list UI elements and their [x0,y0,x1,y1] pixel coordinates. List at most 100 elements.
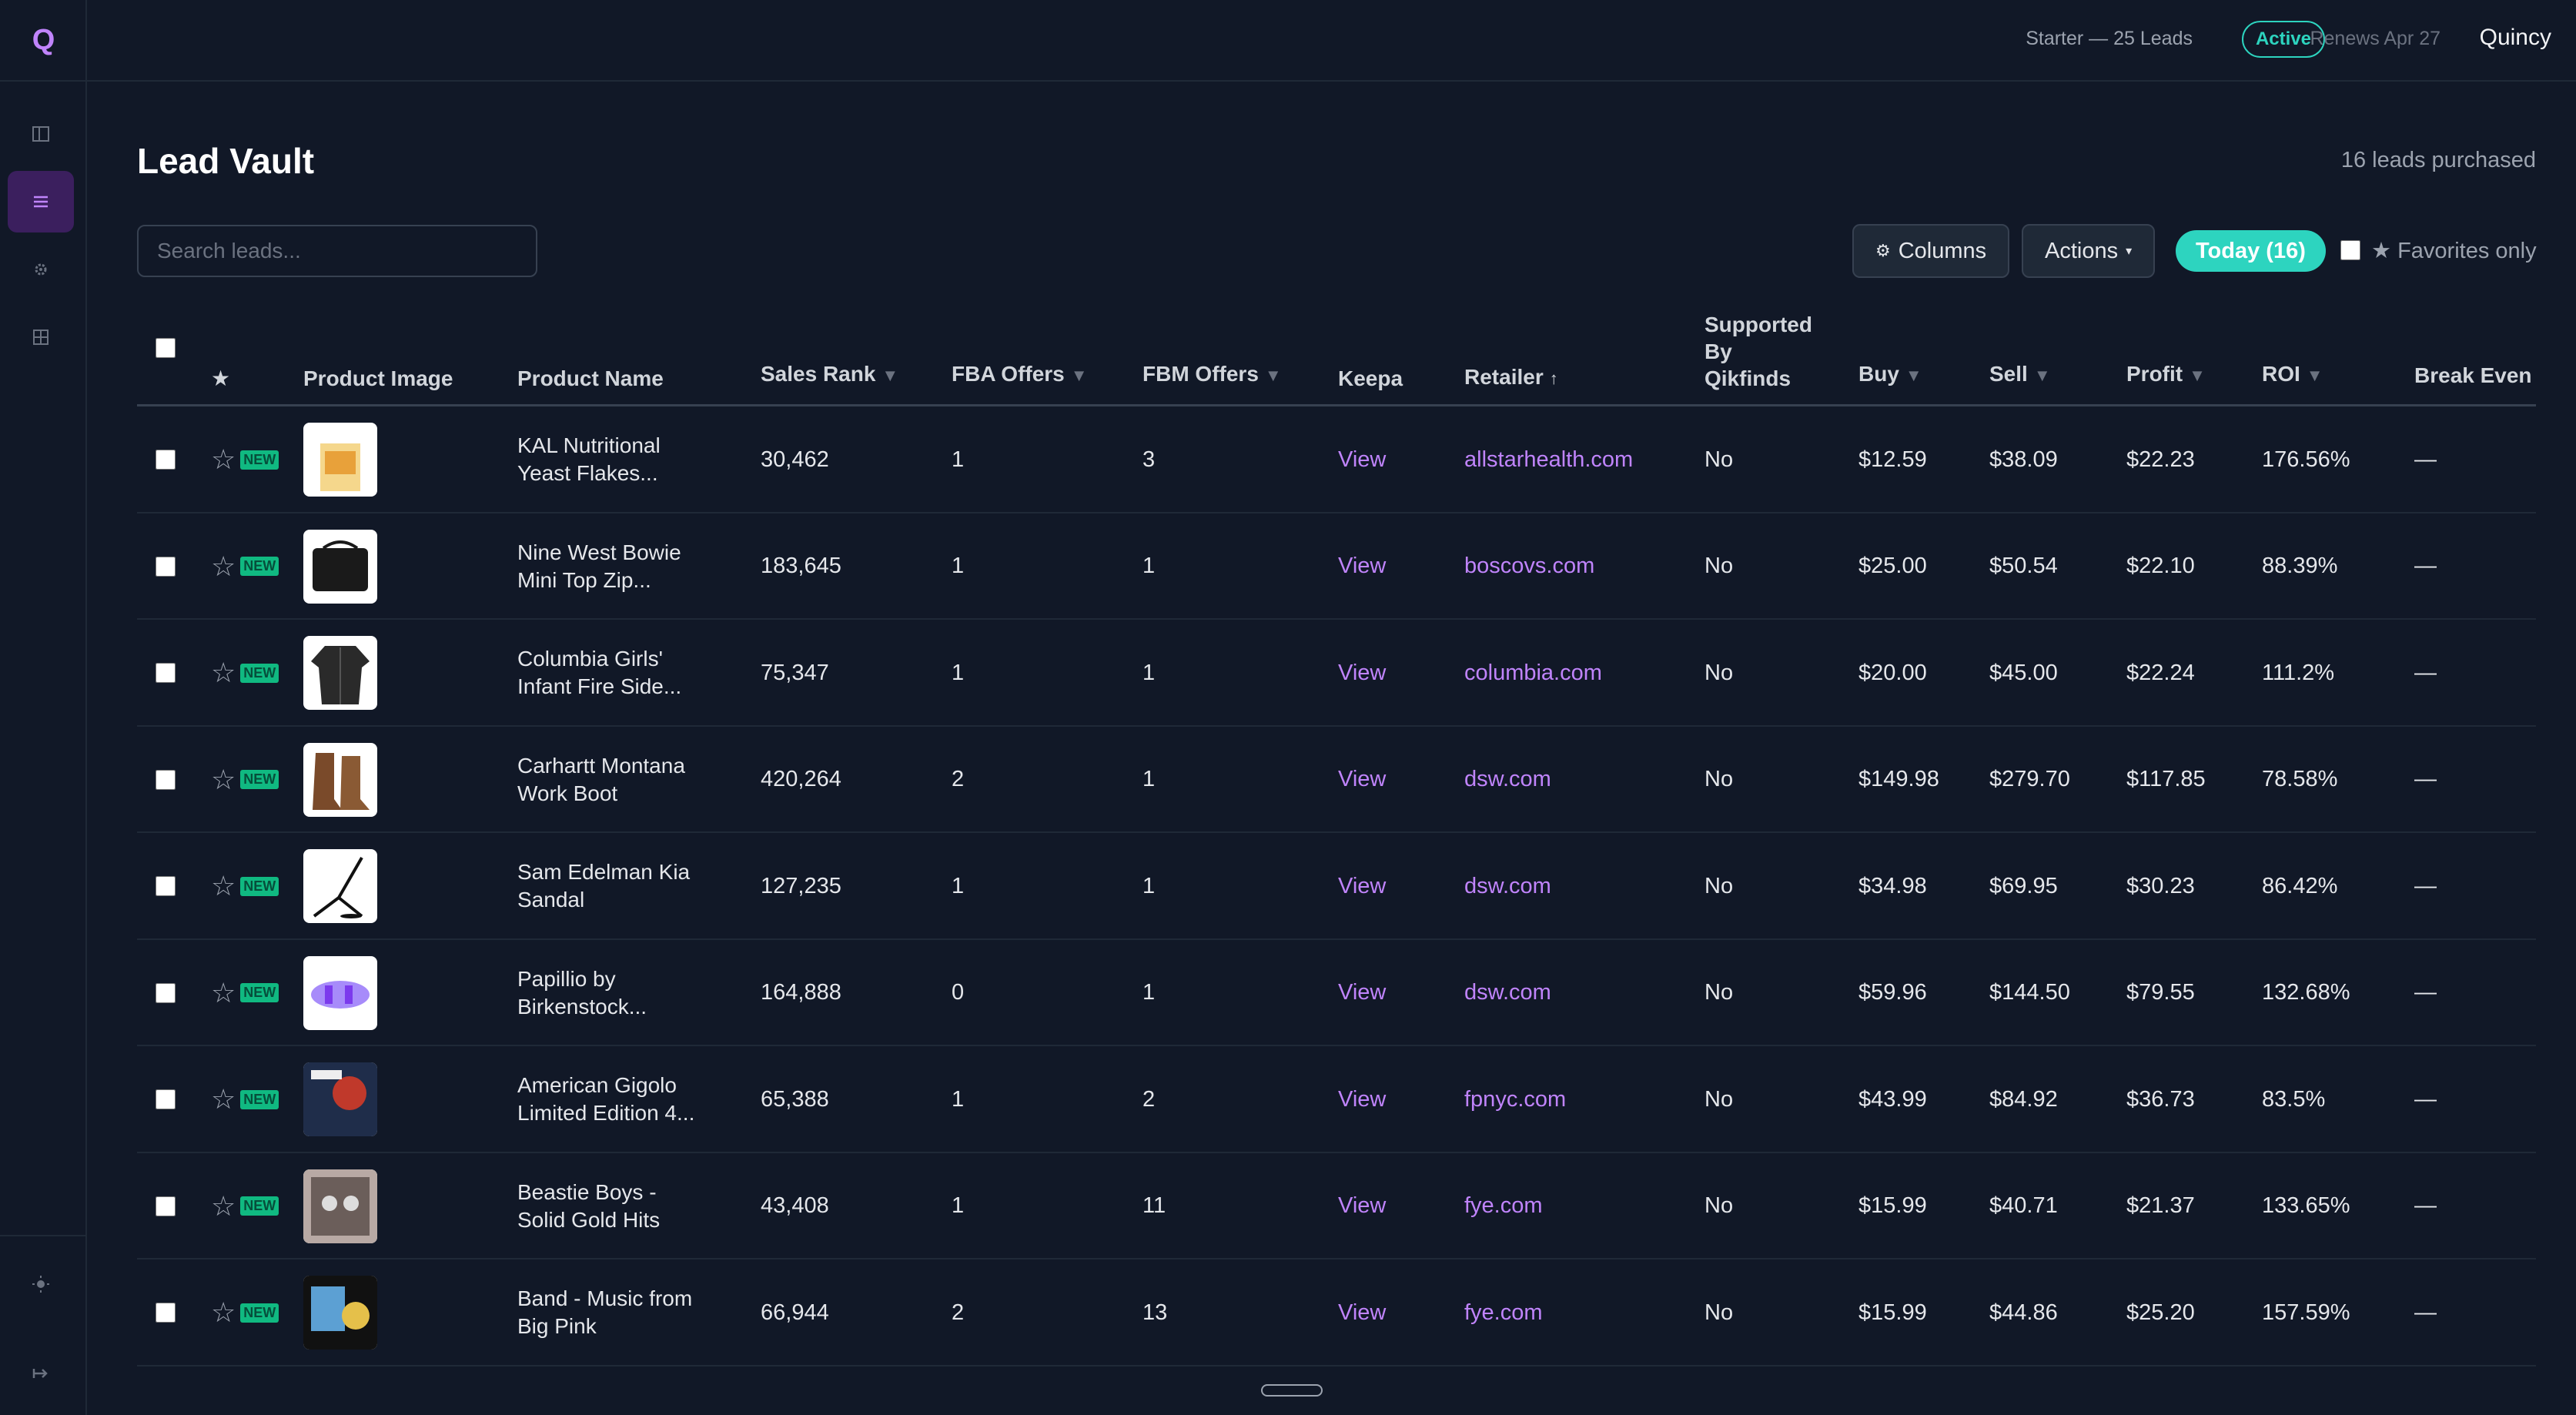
table-row[interactable]: ☆ NEW Papillio by Birkenstock... 164,888 0 1 Vi… [137,940,2536,1046]
product-thumbnail[interactable] [303,1169,377,1243]
retailer-link[interactable]: dsw.com [1464,873,1551,898]
table-row[interactable]: ☆ NEW KAL Nutritional Yeast Flakes... 30,462… [137,406,2536,513]
favorite-column-star-icon[interactable]: ★ [211,366,231,390]
today-filter-button[interactable]: Today (16) [2176,230,2326,272]
product-name-cell[interactable]: Carhartt Montana Work Boot [517,753,685,805]
star-outline-icon[interactable]: ☆ [211,976,236,1009]
grid-icon[interactable] [8,306,74,368]
table-row[interactable]: ☆ NEW American Gigolo Limited Edition 4... 6… [137,1046,2536,1153]
keepa-link[interactable]: View [1338,873,1387,898]
row-checkbox-cell[interactable] [156,833,176,939]
retailer-link[interactable]: fye.com [1464,1193,1543,1218]
col-profit[interactable]: Profit ▼ [2126,362,2206,386]
select-all-checkbox-cell[interactable] [156,337,176,364]
star-outline-icon[interactable]: ☆ [211,1296,236,1328]
user-menu[interactable]: Quincy [2479,25,2551,50]
table-row[interactable]: ☆ NEW Sam Edelman Kia Sandal 127,235 1 1 View ds… [137,833,2536,940]
keepa-link[interactable]: View [1338,1086,1387,1112]
table-row[interactable]: ☆ NEW Columbia Girls' Infant Fire Side... 75… [137,620,2536,727]
keepa-link[interactable]: View [1338,1193,1387,1218]
row-checkbox-cell[interactable] [156,1259,176,1366]
col-product-name[interactable]: Product Name [517,366,664,390]
product-name-cell[interactable]: Band - Music from Big Pink [517,1286,693,1338]
col-buy[interactable]: Buy ▼ [1858,362,1922,386]
row-checkbox[interactable] [156,1303,176,1323]
keepa-link[interactable]: View [1338,554,1387,578]
retailer-link[interactable]: boscovs.com [1464,554,1595,578]
keepa-link[interactable]: View [1338,767,1387,791]
retailer-link[interactable]: fye.com [1464,1300,1543,1325]
actions-button[interactable]: Actions ▾ [2022,224,2156,278]
col-roi[interactable]: ROI ▼ [2262,362,2323,386]
product-name-cell[interactable]: American Gigolo Limited Edition 4... [517,1073,695,1125]
row-checkbox-cell[interactable] [156,940,176,1046]
product-name-cell[interactable]: Sam Edelman Kia Sandal [517,860,691,912]
product-thumbnail[interactable] [303,636,377,710]
product-name-cell[interactable]: Beastie Boys - Solid Gold Hits [517,1179,661,1232]
gear-icon[interactable] [8,239,74,300]
row-checkbox[interactable] [156,450,176,470]
col-sales-rank[interactable]: Sales Rank ▼ [761,362,899,386]
retailer-link[interactable]: columbia.com [1464,660,1602,685]
star-outline-icon[interactable]: ☆ [211,550,236,582]
col-retailer[interactable]: Retailer ↑ [1464,365,1558,389]
resize-handle[interactable] [1261,1384,1323,1397]
product-thumbnail[interactable] [303,423,377,497]
row-checkbox[interactable] [156,1196,176,1216]
retailer-link[interactable]: fpnyc.com [1464,1086,1567,1112]
product-name-cell[interactable]: Papillio by Birkenstock... [517,966,647,1019]
row-checkbox[interactable] [156,769,176,790]
favorites-label[interactable]: ★ Favorites only [2371,239,2537,263]
panel-icon[interactable] [8,103,74,165]
product-thumbnail[interactable] [303,849,377,923]
row-checkbox[interactable] [156,663,176,683]
col-fbm-offers[interactable]: FBM Offers ▼ [1142,362,1282,386]
app-logo[interactable]: Q [0,0,87,82]
product-thumbnail[interactable] [303,1276,377,1350]
product-name-cell[interactable]: Columbia Girls' Infant Fire Side... [517,647,682,698]
table-row[interactable]: ☆ NEW Band - Music from Big Pink 66,944 2 13 Vi… [137,1259,2536,1366]
star-outline-icon[interactable]: ☆ [211,1083,236,1115]
keepa-link[interactable]: View [1338,980,1387,1005]
row-checkbox-cell[interactable] [156,406,176,513]
fbm-offers-cell: 1 [1142,554,1156,578]
row-checkbox[interactable] [156,876,176,896]
columns-button[interactable]: ⚙ Columns [1852,224,2010,278]
logout-icon[interactable] [8,1343,74,1404]
col-fba-offers[interactable]: FBA Offers ▼ [952,362,1088,386]
row-checkbox-cell[interactable] [156,1153,176,1259]
product-thumbnail[interactable] [303,955,377,1030]
retailer-link[interactable]: allstarhealth.com [1464,447,1634,472]
table-row[interactable]: ☆ NEW Beastie Boys - Solid Gold Hits 43,408 1… [137,1153,2536,1259]
row-checkbox-cell[interactable] [156,1046,176,1152]
product-thumbnail[interactable] [303,742,377,817]
row-checkbox[interactable] [156,982,176,1003]
star-outline-icon[interactable]: ☆ [211,443,236,475]
favorites-checkbox[interactable] [2340,240,2360,260]
product-thumbnail[interactable] [303,529,377,604]
list-icon[interactable] [8,171,74,232]
star-outline-icon[interactable]: ☆ [211,1189,236,1222]
row-checkbox[interactable] [156,556,176,577]
sun-icon[interactable] [8,1253,74,1315]
keepa-link[interactable]: View [1338,660,1387,685]
search-input[interactable] [137,225,537,277]
product-name-cell[interactable]: KAL Nutritional Yeast Flakes... [517,433,661,485]
table-row[interactable]: ☆ NEW Carhartt Montana Work Boot 420,264 2 1 Vi… [137,727,2536,833]
row-checkbox-cell[interactable] [156,727,176,833]
product-name-cell[interactable]: Nine West Bowie Mini Top Zip... [517,540,681,592]
row-checkbox[interactable] [156,1089,176,1109]
product-thumbnail[interactable] [303,1062,377,1136]
retailer-link[interactable]: dsw.com [1464,767,1551,791]
keepa-link[interactable]: View [1338,447,1387,472]
row-checkbox-cell[interactable] [156,620,176,726]
row-checkbox-cell[interactable] [156,513,176,620]
star-outline-icon[interactable]: ☆ [211,657,236,688]
keepa-link[interactable]: View [1338,1300,1387,1325]
retailer-link[interactable]: dsw.com [1464,980,1551,1005]
star-outline-icon[interactable]: ☆ [211,763,236,795]
select-all-checkbox[interactable] [156,338,176,358]
col-sell[interactable]: Sell ▼ [1989,362,2051,386]
star-outline-icon[interactable]: ☆ [211,870,236,902]
table-row[interactable]: ☆ NEW Nine West Bowie Mini Top Zip... 183,64… [137,513,2536,620]
